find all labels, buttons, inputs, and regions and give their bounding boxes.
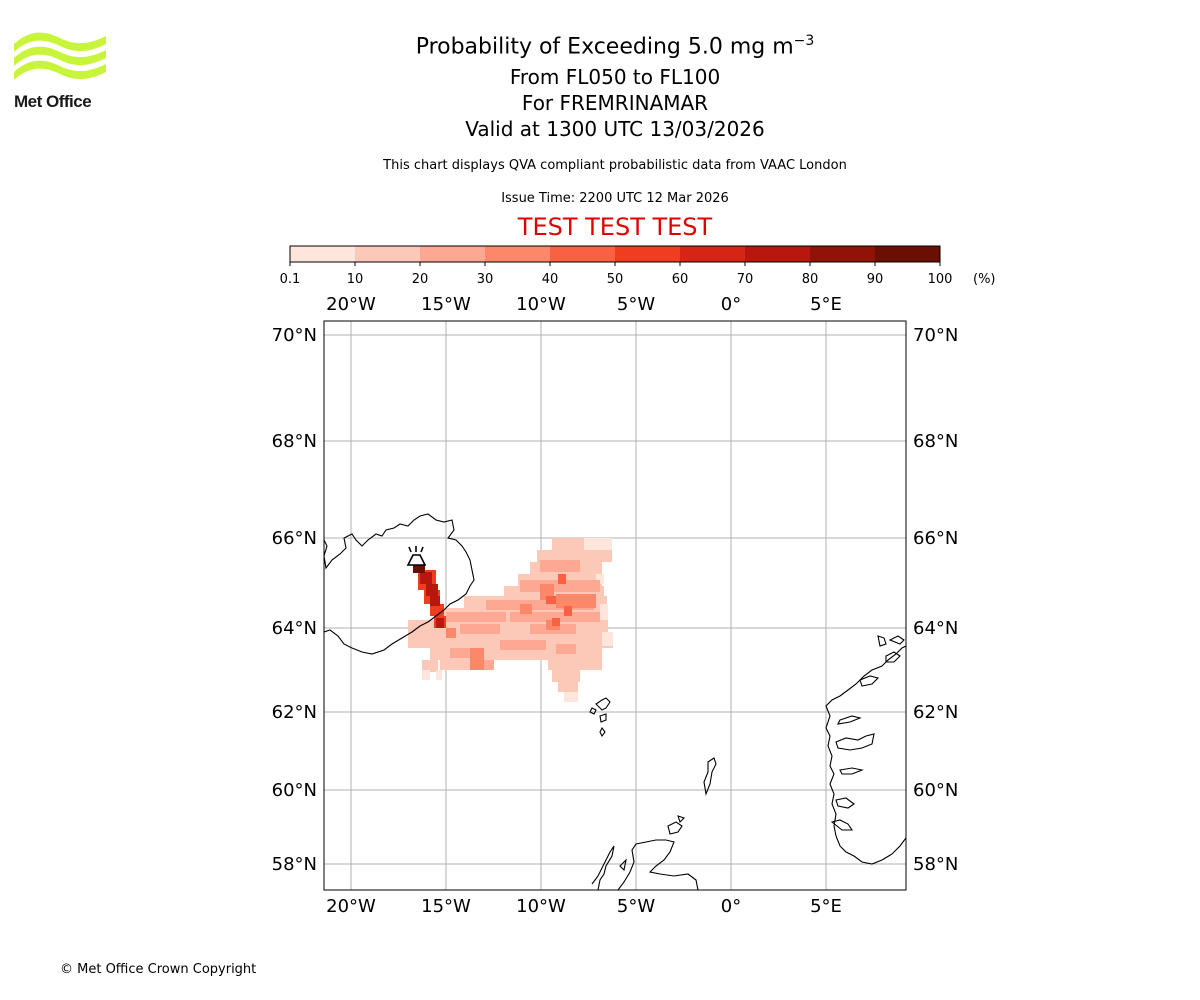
shetland-islands — [703, 757, 717, 797]
lat-label: 60°N — [913, 780, 958, 801]
colorbar: 0.1 10 20 30 40 50 60 70 80 90 100 (%) — [280, 245, 996, 287]
colorbar-swatch — [615, 246, 680, 262]
colorbar-tick-label: 100 — [928, 272, 953, 287]
lon-label: 15°W — [421, 896, 471, 917]
iceland-coastline — [324, 513, 475, 655]
lon-label: 5°E — [810, 294, 842, 315]
colorbar-swatch — [485, 246, 550, 262]
qva-note: This chart displays QVA compliant probab… — [383, 158, 847, 173]
met-office-wave-icon — [14, 32, 106, 80]
colorbar-swatch — [355, 246, 420, 262]
logo-wordmark: Met Office — [14, 92, 92, 111]
lon-labels-bottom: 20°W 15°W 10°W 5°W 0° 5°E — [326, 896, 842, 917]
lon-labels-top: 20°W 15°W 10°W 5°W 0° 5°E — [326, 294, 842, 315]
chart-title: Probability of Exceeding 5.0 mg m−3 — [415, 33, 815, 60]
colorbar-tick-label: 60 — [672, 272, 689, 287]
lat-label: 64°N — [272, 618, 317, 639]
valid-time-line: Valid at 1300 UTC 13/03/2026 — [465, 117, 765, 141]
lon-label: 10°W — [516, 294, 566, 315]
flight-level-line: From FL050 to FL100 — [509, 65, 721, 89]
lat-label: 68°N — [272, 431, 317, 452]
lon-label: 20°W — [326, 896, 376, 917]
norway-coastline — [825, 635, 906, 865]
colorbar-tick-label: 80 — [802, 272, 819, 287]
lat-label: 58°N — [913, 854, 958, 875]
lon-label: 0° — [721, 896, 741, 917]
lon-label: 5°W — [617, 896, 655, 917]
volcano-icon — [406, 546, 427, 566]
colorbar-swatch — [875, 246, 940, 262]
issue-time: Issue Time: 2200 UTC 12 Mar 2026 — [501, 191, 729, 206]
lat-label: 70°N — [913, 325, 958, 346]
colorbar-tick-label: 90 — [867, 272, 884, 287]
colorbar-boxes — [290, 246, 940, 262]
lat-label: 68°N — [913, 431, 958, 452]
lat-labels-left: 70°N 68°N 66°N 64°N 62°N 60°N 58°N — [272, 325, 317, 875]
scotland-coastline — [591, 839, 699, 890]
lon-label: 0° — [721, 294, 741, 315]
lat-label: 58°N — [272, 854, 317, 875]
ash-probability-field — [408, 538, 613, 702]
faroe-islands — [589, 697, 611, 738]
lon-label: 5°E — [810, 896, 842, 917]
lat-label: 70°N — [272, 325, 317, 346]
test-label: TEST TEST TEST — [517, 213, 713, 241]
map-frame — [323, 320, 907, 891]
lon-label: 20°W — [326, 294, 376, 315]
lat-label: 64°N — [913, 618, 958, 639]
colorbar-swatch — [810, 246, 875, 262]
colorbar-tick-label: 20 — [412, 272, 429, 287]
lat-label: 66°N — [913, 528, 958, 549]
met-office-logo: Met Office — [14, 30, 114, 114]
lon-label: 15°W — [421, 294, 471, 315]
lat-labels-right: 70°N 68°N 66°N 64°N 62°N 60°N 58°N — [913, 325, 958, 875]
colorbar-tick-label: 70 — [737, 272, 754, 287]
colorbar-tick-label: 50 — [607, 272, 624, 287]
colorbar-swatch — [420, 246, 485, 262]
lat-label: 60°N — [272, 780, 317, 801]
lon-label: 5°W — [617, 294, 655, 315]
lat-label: 62°N — [913, 702, 958, 723]
copyright: © Met Office Crown Copyright — [60, 962, 257, 977]
colorbar-swatch — [290, 246, 355, 262]
lon-label: 10°W — [516, 896, 566, 917]
colorbar-swatch — [680, 246, 745, 262]
colorbar-tick-label: 30 — [477, 272, 494, 287]
colorbar-tick-label: 10 — [347, 272, 364, 287]
colorbar-swatch — [550, 246, 615, 262]
volcano-name-line: For FREMRINAMAR — [521, 91, 709, 115]
lat-label: 62°N — [272, 702, 317, 723]
colorbar-tick-label: 40 — [542, 272, 559, 287]
colorbar-ticks: 0.1 10 20 30 40 50 60 70 80 90 100 — [280, 262, 953, 287]
orkney-islands — [667, 815, 686, 835]
colorbar-swatch — [745, 246, 810, 262]
map-gridlines — [324, 321, 906, 890]
lat-label: 66°N — [272, 528, 317, 549]
colorbar-unit: (%) — [973, 272, 996, 287]
coastlines — [324, 513, 906, 890]
colorbar-tick-label: 0.1 — [280, 272, 301, 287]
